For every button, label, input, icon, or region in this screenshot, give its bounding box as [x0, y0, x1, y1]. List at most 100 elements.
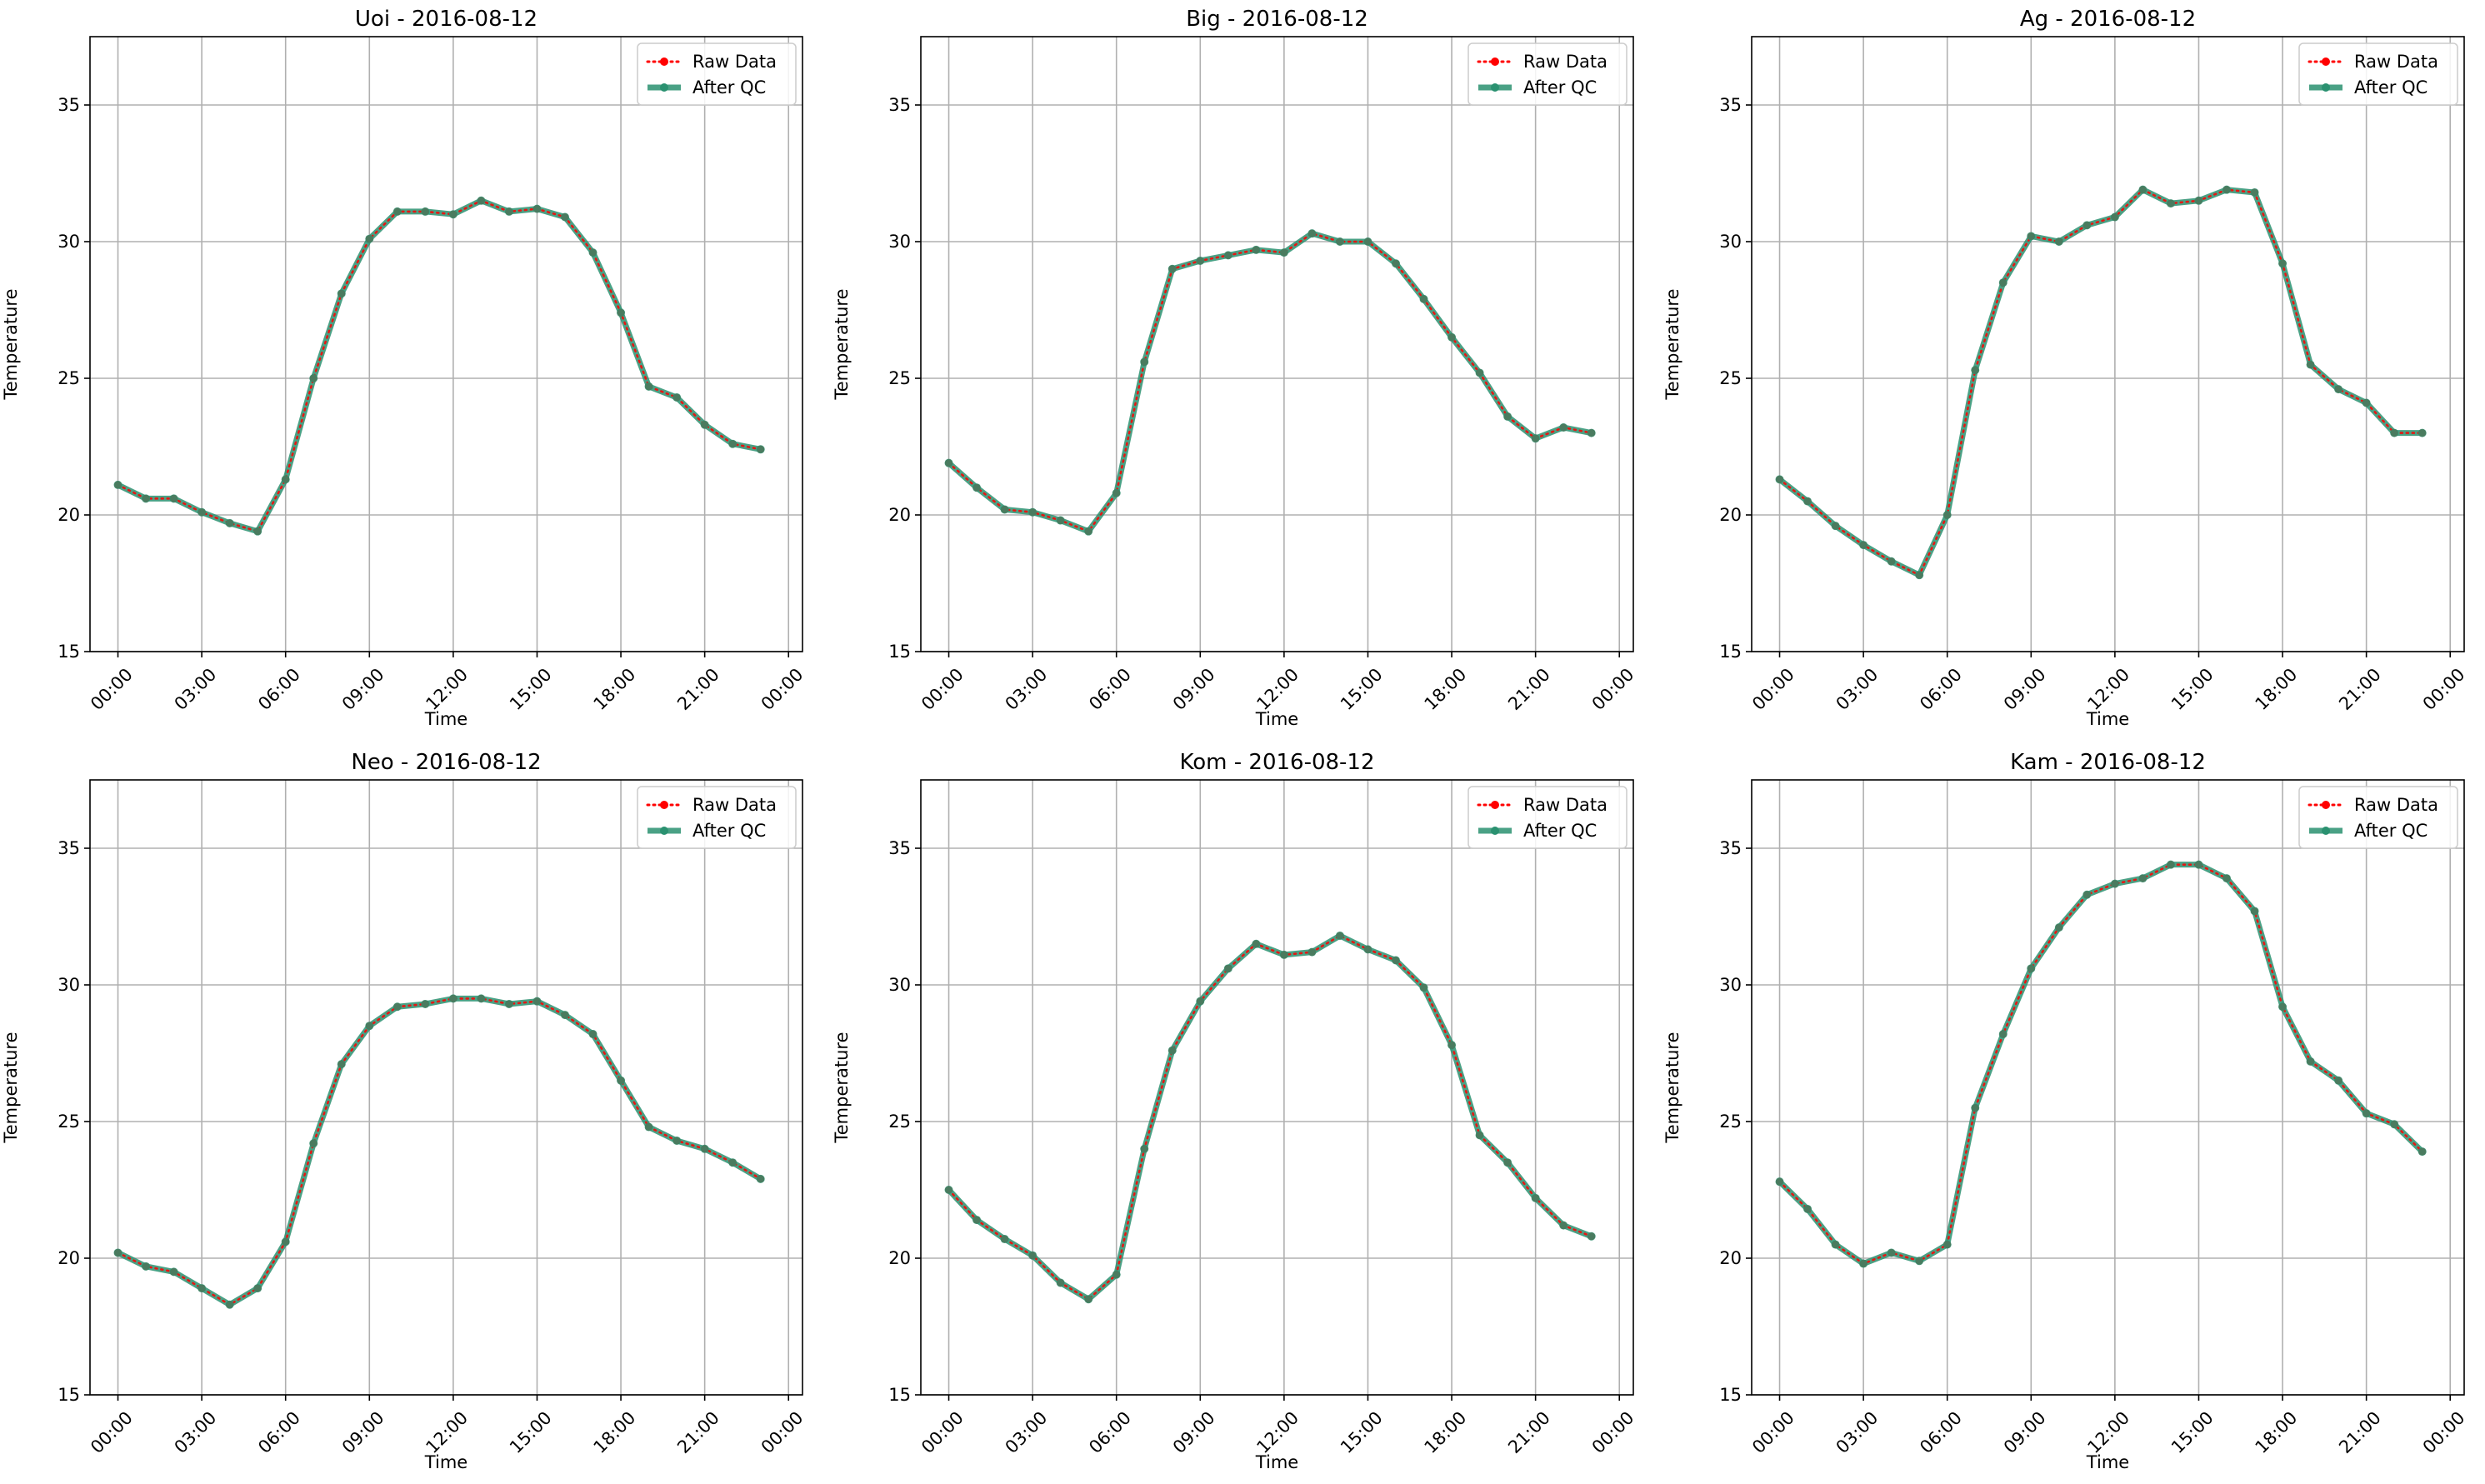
after-qc-point [2054, 237, 2063, 246]
after-qc-point [1419, 983, 1428, 992]
legend-qc-marker [660, 827, 668, 835]
series-line-raw-data [1778, 188, 2424, 577]
after-qc-point [1559, 1221, 1568, 1230]
after-qc-point [1028, 507, 1038, 517]
subplot-5: 15 20 25 30 35 00:00 03:00 06:00 09:00 12:00 15:00… [832, 750, 1638, 1472]
x-tick-label: 00:00 [918, 664, 968, 714]
series-line-after-qc [946, 932, 1595, 1302]
x-tick-label: 09:00 [2000, 1407, 2050, 1457]
legend-label-raw: Raw Data [2354, 795, 2438, 815]
legend: Raw Data After QC [637, 786, 797, 849]
after-qc-point [944, 458, 953, 467]
legend: Raw Data After QC [637, 42, 797, 106]
y-tick-label: 25 [58, 368, 80, 388]
after-qc-point [309, 1139, 318, 1148]
after-qc-point [1028, 1251, 1038, 1260]
y-tick-label: 30 [58, 975, 80, 995]
x-tick-label: 09:00 [1169, 664, 1219, 714]
legend-raw-marker [660, 801, 668, 809]
after-qc-point [169, 494, 178, 503]
after-qc-point [1831, 1240, 1840, 1249]
y-tick-label: 20 [888, 505, 911, 525]
x-tick-label: 00:00 [758, 1407, 808, 1457]
y-tick-label: 35 [1719, 95, 1742, 115]
after-qc-point [1392, 956, 1400, 965]
after-qc-point [1223, 251, 1232, 260]
after-qc-point [2222, 874, 2231, 883]
x-tick-label: 06:00 [1916, 664, 1966, 714]
after-qc-point [1252, 939, 1261, 948]
x-tick-label: 03:00 [171, 664, 221, 714]
after-qc-point [198, 507, 207, 517]
after-qc-point [1942, 511, 1952, 519]
after-qc-point [1503, 412, 1512, 421]
after-qc-point [448, 210, 458, 219]
legend-raw-marker [2322, 801, 2330, 809]
after-qc-point [421, 207, 430, 216]
after-qc-point [1915, 1257, 1924, 1266]
x-tick-label: 09:00 [1169, 1407, 1219, 1457]
after-qc-point [225, 1300, 234, 1309]
after-qc-point [532, 204, 542, 213]
after-qc-point [281, 475, 290, 484]
chart-title: Uoi - 2016-08-12 [355, 7, 538, 32]
after-qc-point [1392, 259, 1400, 268]
x-tick-label: 12:00 [2083, 1407, 2133, 1457]
chart-title: Neo - 2016-08-12 [351, 750, 541, 775]
after-qc-point [1887, 557, 1896, 566]
x-tick-label: 06:00 [254, 1407, 304, 1457]
legend-qc-marker [660, 83, 668, 92]
after-qc-point [1363, 237, 1372, 246]
legend-label-raw: Raw Data [1523, 795, 1608, 815]
after-qc-point [1084, 1295, 1093, 1304]
after-qc-point [2418, 428, 2427, 437]
after-qc-point [972, 483, 982, 492]
after-qc-point [2278, 1002, 2288, 1012]
legend-label-raw: Raw Data [2354, 52, 2438, 72]
after-qc-point [1448, 332, 1457, 342]
legend-qc-marker [1491, 83, 1499, 92]
x-tick-label: 18:00 [590, 1407, 640, 1457]
chart-title: Big - 2016-08-12 [1186, 7, 1368, 32]
x-tick-label: 12:00 [422, 1407, 472, 1457]
y-tick-label: 30 [1719, 232, 1742, 252]
subplot-2: 15 20 25 30 35 00:00 03:00 06:00 09:00 12:00 15:00… [832, 7, 1638, 729]
x-tick-label: 18:00 [1421, 664, 1471, 714]
series-line-after-qc [115, 197, 764, 535]
legend: Raw Data After QC [1468, 786, 1628, 849]
chart-title: Ag - 2016-08-12 [2020, 7, 2196, 32]
after-qc-point [617, 308, 626, 317]
after-qc-point [1803, 1204, 1812, 1213]
plot-frame [1751, 36, 2465, 652]
x-tick-label: 15:00 [1337, 1407, 1387, 1457]
after-qc-point [1887, 1248, 1896, 1257]
after-qc-point [1000, 505, 1009, 514]
after-qc-point [2334, 385, 2343, 394]
series-line-raw-data [117, 997, 762, 1307]
after-qc-point [1196, 997, 1205, 1006]
x-tick-label: 00:00 [918, 1407, 968, 1457]
after-qc-point [1363, 945, 1372, 954]
after-qc-point [2222, 185, 2231, 194]
after-qc-point [1279, 950, 1288, 959]
after-qc-point [2390, 1120, 2399, 1129]
legend: Raw Data After QC [2298, 42, 2458, 106]
after-qc-point [2166, 860, 2175, 869]
after-qc-point [944, 1186, 953, 1194]
x-tick-label: 18:00 [590, 664, 640, 714]
after-qc-point [169, 1267, 178, 1277]
after-qc-point [1859, 541, 1868, 550]
after-qc-point [337, 289, 346, 298]
x-tick-label: 09:00 [338, 1407, 388, 1457]
legend-raw-marker [2322, 57, 2330, 66]
y-tick-label: 30 [888, 232, 911, 252]
x-tick-label: 03:00 [1832, 1407, 1882, 1457]
after-qc-point [972, 1216, 982, 1225]
legend-label-qc: After QC [1523, 77, 1597, 97]
y-axis-label: Temperature [1662, 288, 1682, 400]
x-tick-label: 15:00 [2168, 664, 2218, 714]
after-qc-point [1112, 488, 1121, 497]
after-qc-point [504, 207, 513, 216]
x-axis-label: Time [424, 1452, 468, 1472]
legend-label-qc: After QC [692, 821, 766, 841]
